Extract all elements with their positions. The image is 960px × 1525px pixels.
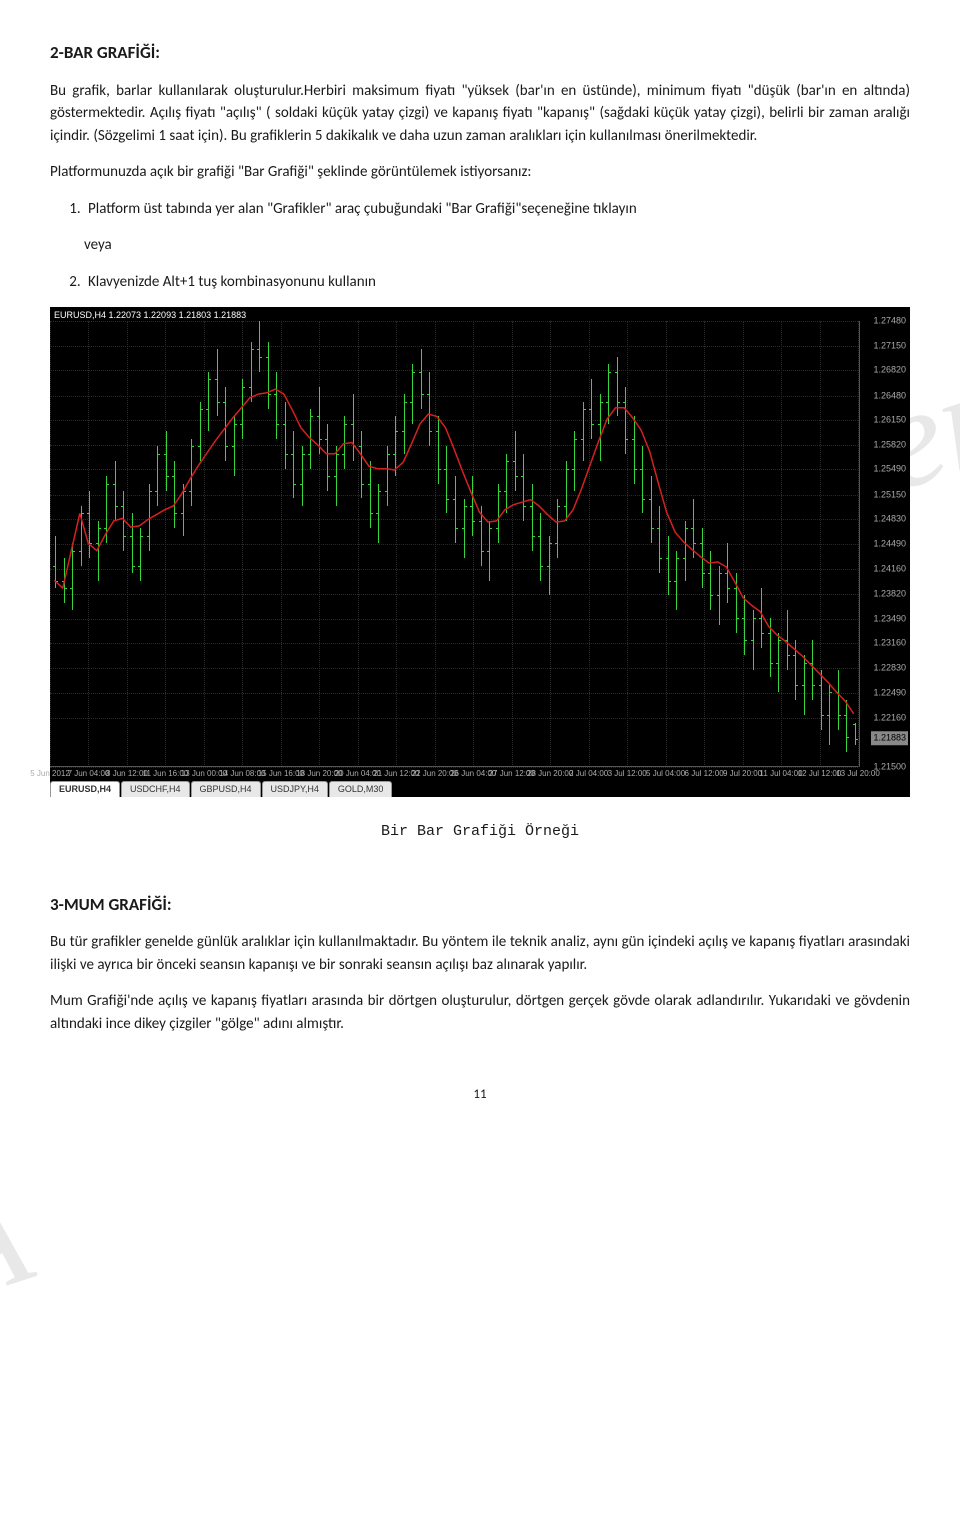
y-tick-label: 1.24490	[873, 537, 906, 551]
x-tick-label: 3 Jul 12:00	[608, 768, 647, 780]
chart-tab[interactable]: USDCHF,H4	[121, 781, 190, 798]
y-tick-label: 1.25490	[873, 463, 906, 477]
chart-plot-area	[50, 321, 858, 767]
y-tick-label: 1.25150	[873, 488, 906, 502]
y-tick-label: 1.22160	[873, 711, 906, 725]
x-tick-label: 5 Jun 2012	[30, 768, 70, 780]
chart-tab[interactable]: GOLD,M30	[329, 781, 393, 798]
paragraph: Platformunuzda açık bir grafiği "Bar Gra…	[50, 161, 910, 184]
paragraph: Bu tür grafikler genelde günlük aralıkla…	[50, 931, 910, 976]
y-tick-label: 1.22830	[873, 661, 906, 675]
x-tick-label: 9 Jul 20:00	[723, 768, 762, 780]
chart-tab[interactable]: USDJPY,H4	[262, 781, 328, 798]
list-item: Platform üst tabında yer alan "Grafikler…	[84, 198, 910, 221]
section-heading-bar: 2-BAR GRAFİĞİ:	[50, 40, 910, 66]
x-tick-label: 11 Jul 04:00	[760, 768, 803, 780]
y-tick-label: 1.26820	[873, 363, 906, 377]
chart-x-axis: 5 Jun 20127 Jun 04:008 Jun 12:0011 Jun 1…	[50, 766, 858, 779]
x-tick-label: 6 Jul 12:00	[685, 768, 724, 780]
list-item: Klavyenizde Alt+1 tuş kombinasyonunu kul…	[84, 271, 910, 294]
y-tick-label: 1.22490	[873, 686, 906, 700]
x-tick-label: 28 Jun 20:00	[527, 768, 573, 780]
paragraph-or: veya	[84, 234, 910, 257]
x-tick-label: 12 Jul 12:00	[798, 768, 842, 780]
y-tick-label: 1.23820	[873, 587, 906, 601]
y-tick-label: 1.23490	[873, 612, 906, 626]
y-tick-label: 1.23160	[873, 636, 906, 650]
watermark-text: A	[0, 1132, 56, 1358]
page-number: 11	[50, 1085, 910, 1105]
chart-caption: Bir Bar Grafiği Örneği	[50, 821, 910, 844]
y-tick-label: 1.24830	[873, 512, 906, 526]
y-tick-label: 1.27480	[873, 314, 906, 328]
y-tick-label: 1.26480	[873, 389, 906, 403]
y-tick-label: 1.24160	[873, 562, 906, 576]
x-tick-label: 2 Jul 04:00	[569, 768, 608, 780]
bar-chart-screenshot: EURUSD,H4 1.22073 1.22093 1.21803 1.2188…	[50, 307, 910, 797]
y-tick-label: 1.26150	[873, 413, 906, 427]
x-tick-label: 8 Jun 12:00	[106, 768, 148, 780]
y-last-price: 1.21883	[871, 732, 908, 746]
y-tick-label: 1.27150	[873, 339, 906, 353]
x-tick-label: 13 Jul 20:00	[836, 768, 880, 780]
x-tick-label: 7 Jun 04:00	[68, 768, 110, 780]
moving-average-line	[50, 321, 858, 767]
y-tick-label: 1.25820	[873, 438, 906, 452]
paragraph: Bu grafik, barlar kullanılarak oluşturul…	[50, 80, 910, 148]
chart-tab[interactable]: GBPUSD,H4	[191, 781, 261, 798]
chart-tabs: EURUSD,H4USDCHF,H4GBPUSD,H4USDJPY,H4GOLD…	[50, 780, 393, 797]
chart-tab[interactable]: EURUSD,H4	[50, 781, 120, 798]
x-tick-label: 5 Jul 04:00	[646, 768, 685, 780]
chart-y-axis: 1.274801.271501.268201.264801.261501.258…	[859, 321, 910, 767]
paragraph: Mum Grafiği'nde açılış ve kapanış fiyatl…	[50, 990, 910, 1035]
section-heading-candle: 3-MUM GRAFİĞİ:	[50, 892, 910, 918]
